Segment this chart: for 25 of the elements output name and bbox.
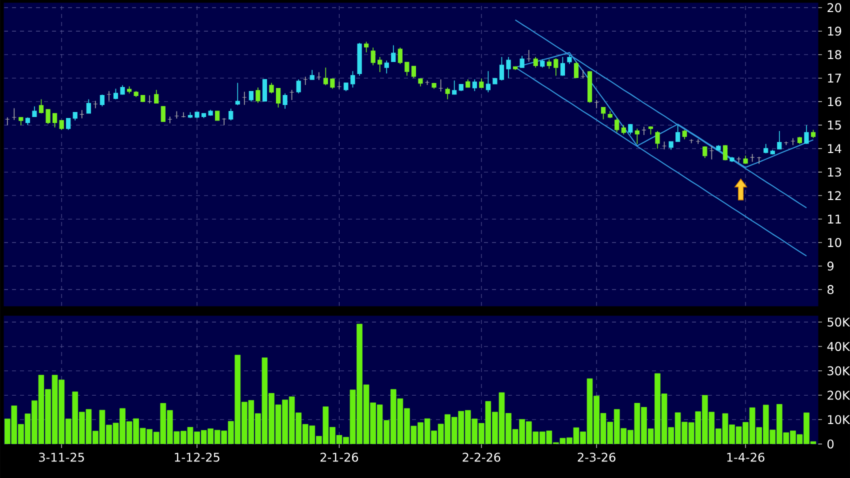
y-tick-label: 0	[828, 439, 834, 449]
y-tick-label: 13	[828, 168, 842, 177]
x-tick-label: 1-4-26	[727, 452, 764, 462]
y-tick-label: 18	[828, 50, 842, 60]
y-tick-label: 9	[827, 262, 834, 271]
y-tick-label: 40K	[827, 342, 850, 351]
y-tick-label: 10K	[828, 415, 850, 424]
y-tick-label: 8	[828, 285, 834, 294]
y-tick-label: 16	[828, 97, 842, 106]
y-tick-label: 17	[828, 74, 841, 83]
x-tick-label: 2-1-26	[320, 452, 358, 462]
y-tick-label: 50K	[828, 318, 850, 327]
x-tick-label: 3-11-25	[39, 452, 84, 462]
y-tick-label: 12	[828, 191, 841, 200]
y-tick-label: 30K	[828, 366, 850, 376]
y-tick-label: 11	[828, 214, 841, 224]
x-tick-label: 2-2-26	[462, 452, 500, 462]
x-tick-label: 1-12-25	[174, 452, 220, 462]
y-tick-label: 19	[828, 26, 842, 36]
y-tick-label: 20K	[828, 390, 850, 400]
y-tick-label: 10	[828, 238, 842, 248]
y-tick-label: 20	[828, 3, 842, 12]
x-tick-label: 2-3-26	[578, 452, 616, 462]
y-tick-label: 14	[828, 144, 842, 153]
y-tick-label: 15	[828, 120, 841, 130]
